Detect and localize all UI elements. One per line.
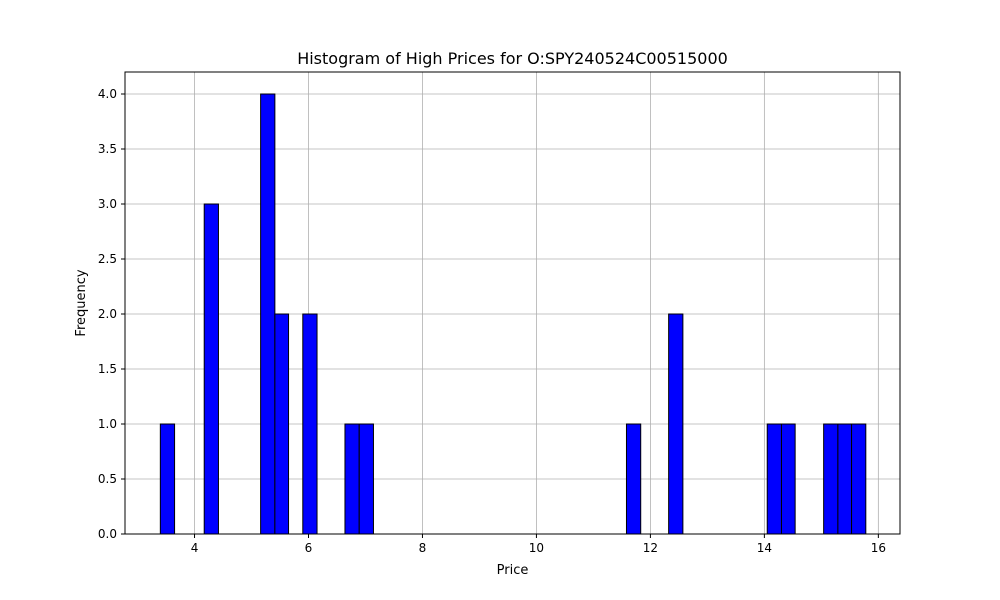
histogram-bar	[159, 423, 176, 535]
y-axis-label: Frequency	[74, 269, 89, 336]
y-tick-label: 2.0	[98, 307, 117, 321]
histogram-bar	[358, 423, 374, 535]
chart-title: Histogram of High Prices for O:SPY240524…	[297, 49, 728, 68]
x-axis-label: Price	[497, 563, 529, 578]
y-tick-label: 1.5	[98, 362, 117, 376]
histogram-bar	[766, 423, 782, 535]
histogram-bar	[625, 423, 642, 535]
histogram-bar	[668, 313, 684, 535]
histogram-bar	[274, 313, 290, 535]
x-tick-label: 14	[757, 541, 772, 555]
x-tick-label: 6	[305, 541, 313, 555]
y-tick-label: 0.0	[98, 527, 117, 541]
x-tick-label: 16	[871, 541, 886, 555]
histogram-bar	[203, 203, 219, 535]
y-tick-label: 1.0	[98, 417, 117, 431]
y-tick-label: 0.5	[98, 472, 117, 486]
x-tick-label: 12	[643, 541, 658, 555]
x-tick-label: 10	[529, 541, 544, 555]
y-tick-label: 4.0	[98, 87, 117, 101]
bars	[159, 93, 867, 535]
y-tick-label: 2.5	[98, 252, 117, 266]
x-tick-label: 8	[419, 541, 427, 555]
y-tick-label: 3.5	[98, 142, 117, 156]
x-tick-label: 4	[191, 541, 199, 555]
histogram-bar	[260, 93, 276, 535]
histogram-bar	[302, 313, 318, 535]
y-tick-label: 3.0	[98, 197, 117, 211]
histogram-bar	[837, 423, 853, 535]
plot-frame	[124, 71, 901, 535]
ticks: 4 6 8 10 12 14 16 0.0 0.5 1.0 1.5 2.0 2.5 3.0 3.5 4.0	[98, 87, 886, 555]
histogram-bar	[344, 423, 360, 535]
histogram-bar	[851, 423, 867, 535]
histogram-bar	[780, 423, 796, 535]
histogram-bar	[823, 423, 839, 535]
